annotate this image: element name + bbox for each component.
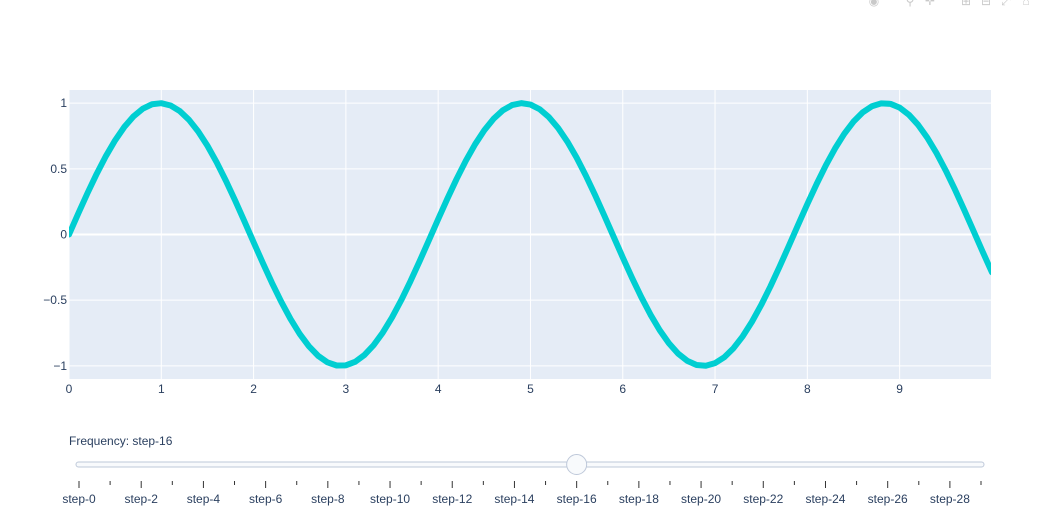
pan-button[interactable]: ✛: [923, 0, 937, 8]
y-tick-label: 1: [60, 96, 67, 110]
x-tick-label: 3: [343, 382, 350, 396]
camera-icon: ◉: [868, 0, 880, 8]
zoom-out-icon: ⊟: [980, 0, 992, 8]
slider-step-label[interactable]: step-8: [311, 492, 345, 506]
slider-ticks: [78, 481, 982, 488]
frequency-slider: Frequency: step-16 step-0 step-2 step-4 ste…: [62, 434, 985, 506]
y-tick-label: 0.5: [50, 162, 67, 176]
slider-step-label[interactable]: step-12: [432, 492, 472, 506]
zoom-in-icon: ⊞: [960, 0, 972, 8]
slider-step-label[interactable]: step-14: [494, 492, 534, 506]
slider-step-label[interactable]: step-28: [930, 492, 970, 506]
y-tick-labels: 1 0.5 0 −0.5 −1: [43, 96, 67, 373]
x-tick-label: 9: [896, 382, 903, 396]
slider-step-label[interactable]: step-26: [868, 492, 908, 506]
slider-step-label[interactable]: step-18: [619, 492, 659, 506]
slider-step-label[interactable]: step-22: [743, 492, 783, 506]
slider-current-value-label: Frequency: step-16: [69, 434, 173, 448]
sine-series-line: [69, 100, 991, 369]
zoom-icon: ⚲: [905, 0, 915, 8]
zoom-out-button[interactable]: ⊟: [979, 0, 993, 8]
zoom-in-button[interactable]: ⊞: [959, 0, 973, 8]
x-tick-label: 5: [527, 382, 534, 396]
plot-area: [69, 100, 991, 369]
pan-icon: ✛: [924, 0, 936, 8]
x-tick-label: 7: [712, 382, 719, 396]
slider-step-label[interactable]: step-16: [557, 492, 597, 506]
slider-step-label[interactable]: step-4: [187, 492, 221, 506]
slider-step-label[interactable]: step-2: [125, 492, 159, 506]
y-tick-label: −1: [53, 359, 67, 373]
x-tick-label: 1: [158, 382, 165, 396]
y-tick-label: −0.5: [43, 293, 67, 307]
slider-grip[interactable]: [566, 454, 588, 475]
autoscale-button[interactable]: ⤢: [999, 0, 1013, 8]
home-button[interactable]: ⌂: [1019, 0, 1033, 8]
x-tick-label: 2: [250, 382, 257, 396]
slider-rail[interactable]: [75, 461, 985, 468]
y-tick-label: 0: [60, 228, 67, 242]
slider-step-label[interactable]: step-24: [805, 492, 845, 506]
x-tick-label: 4: [435, 382, 442, 396]
x-tick-labels: 0 1 2 3 4 5 6 7 8 9: [66, 382, 904, 396]
x-tick-label: 8: [804, 382, 811, 396]
slider-step-label[interactable]: step-20: [681, 492, 721, 506]
x-tick-label: 6: [619, 382, 626, 396]
slider-step-label[interactable]: step-10: [370, 492, 410, 506]
camera-button[interactable]: ◉: [867, 0, 881, 8]
slider-step-labels: step-0 step-2 step-4 step-6 step-8 step-10 ste…: [62, 492, 970, 506]
autoscale-icon: ⤢: [1001, 0, 1011, 8]
zoom-button[interactable]: ⚲: [903, 0, 917, 8]
slider-step-label[interactable]: step-6: [249, 492, 283, 506]
home-icon: ⌂: [1022, 0, 1030, 8]
modebar: ◉ ⚲ ✛ ⊞ ⊟ ⤢ ⌂: [867, 0, 1033, 8]
x-tick-label: 0: [66, 382, 73, 396]
slider-step-label[interactable]: step-0: [62, 492, 96, 506]
